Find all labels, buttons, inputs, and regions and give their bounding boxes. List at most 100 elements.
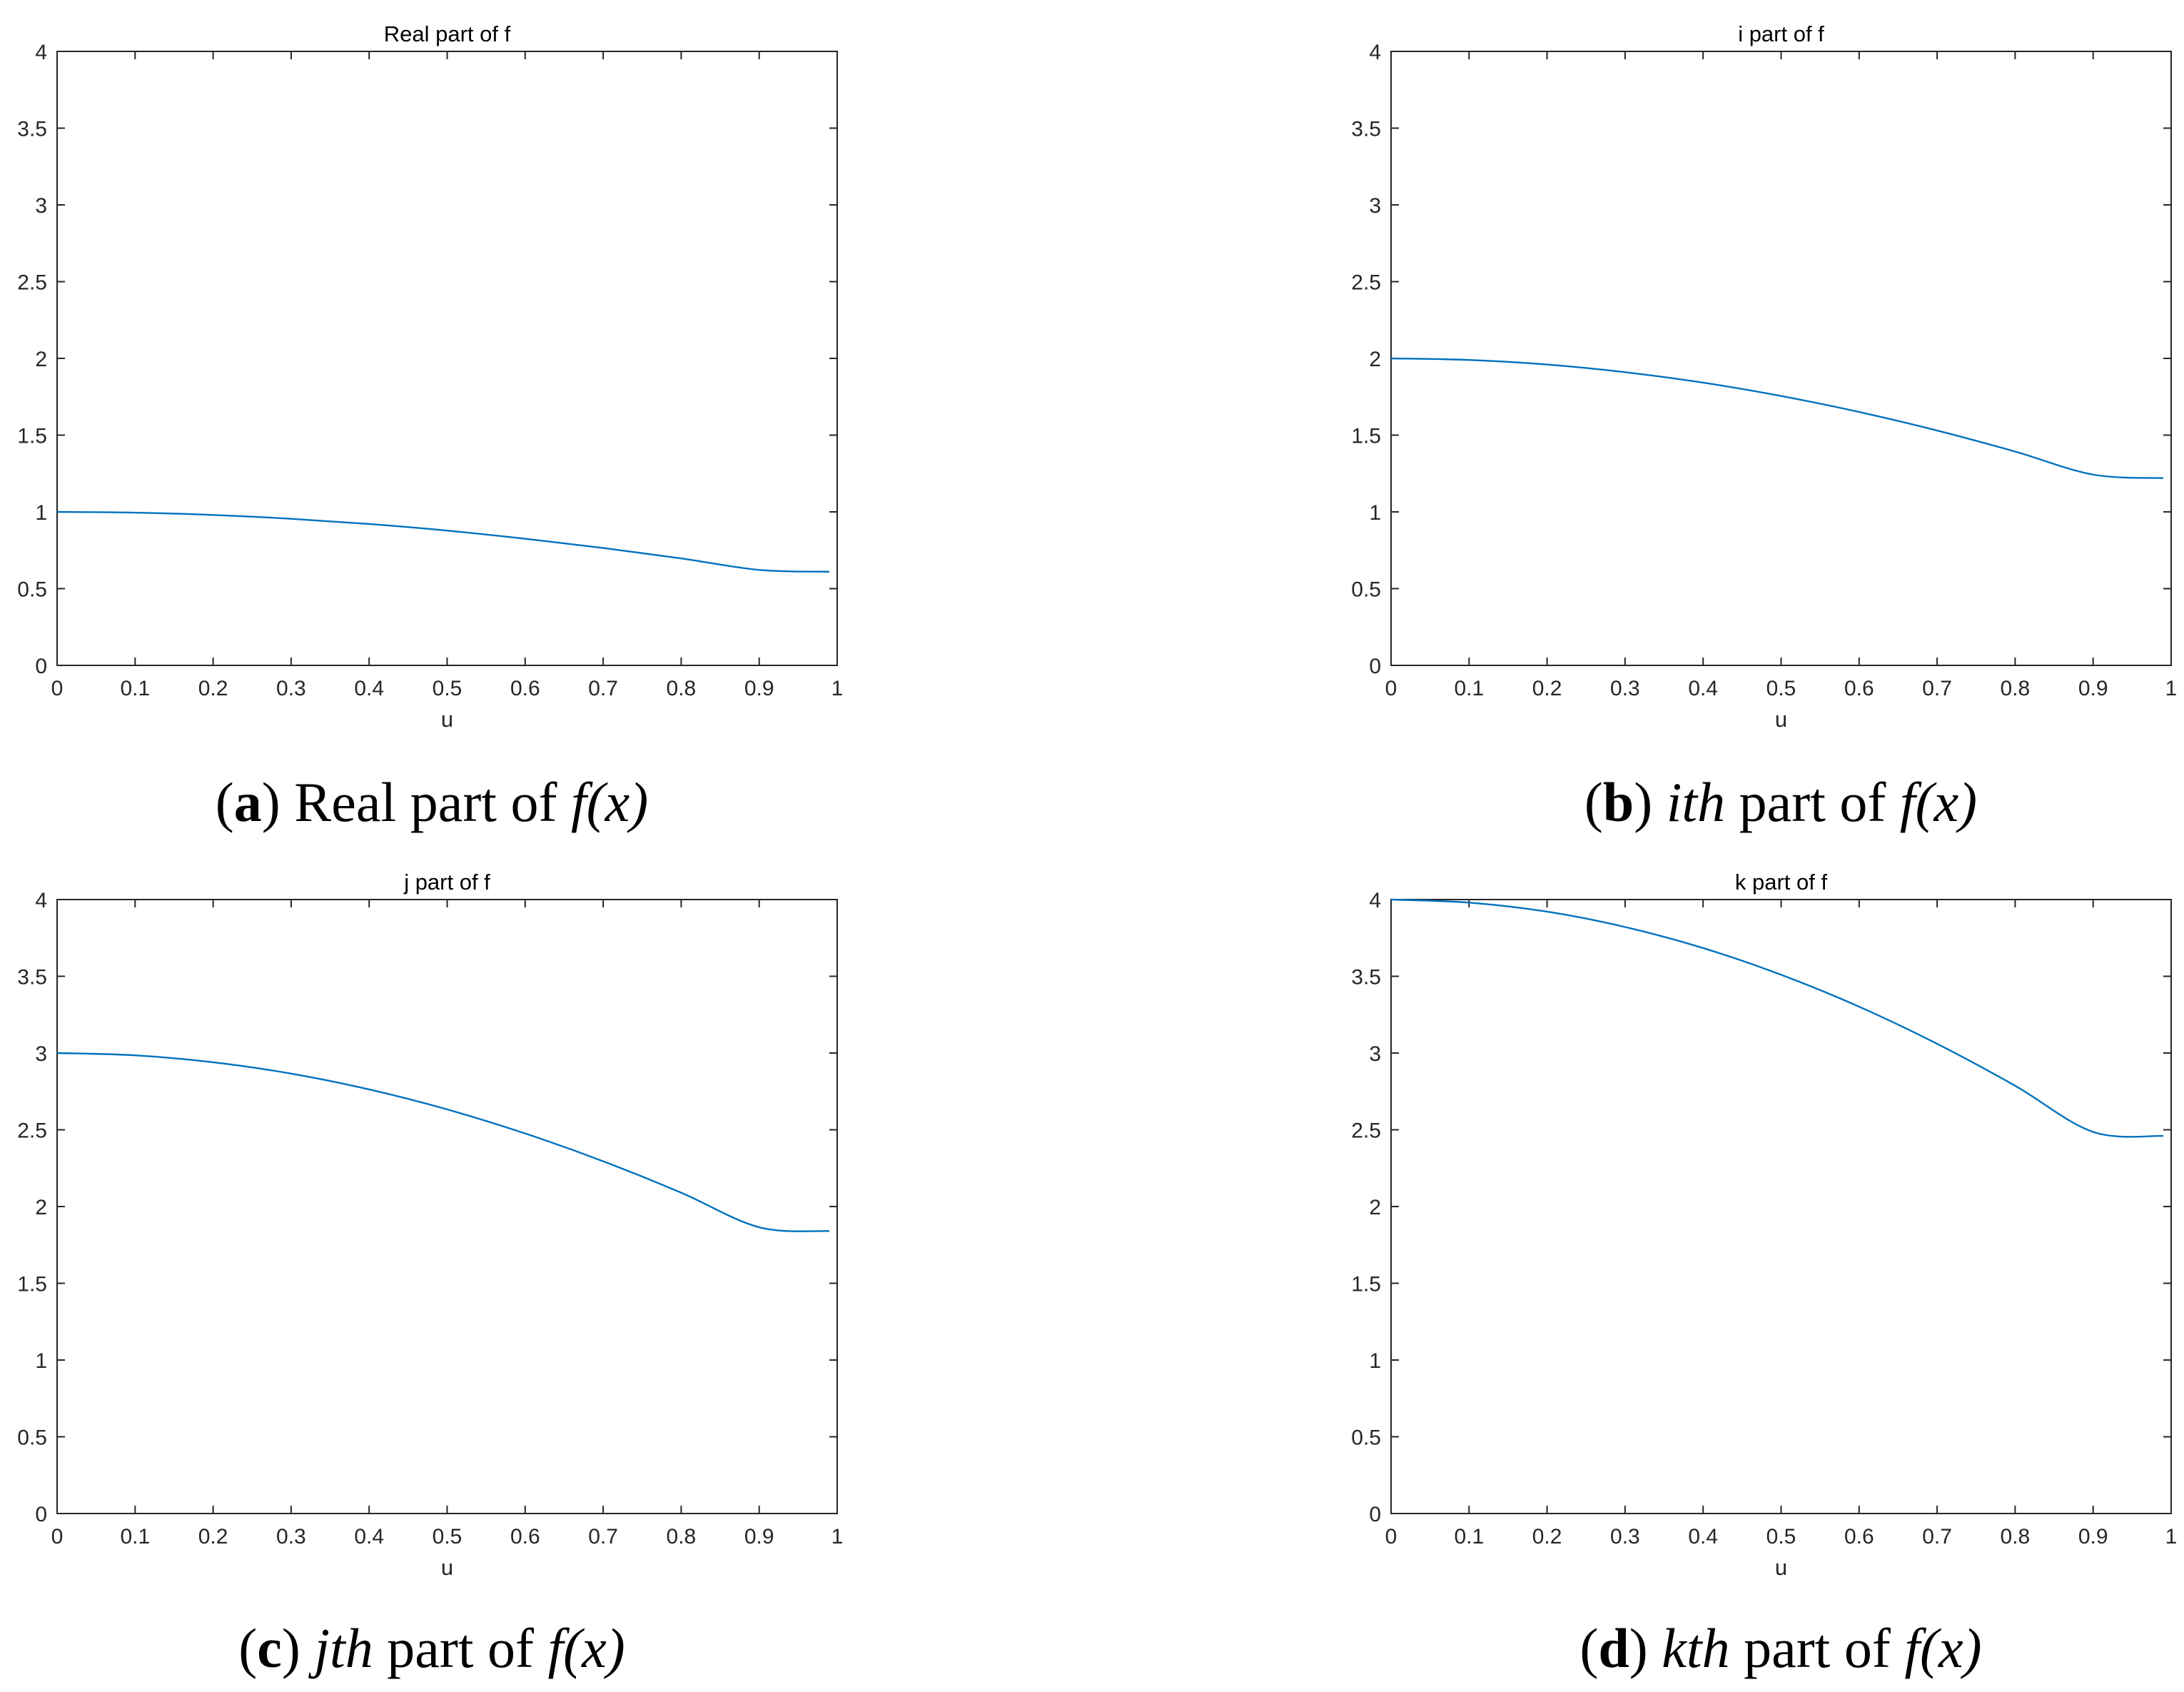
chart-title: k part of f bbox=[1735, 870, 1828, 895]
caption-paren-open: ( bbox=[216, 771, 234, 833]
caption-text: Real part of bbox=[294, 771, 571, 833]
x-tick-label: 1 bbox=[831, 677, 844, 700]
caption-paren-open: ( bbox=[238, 1617, 257, 1679]
x-tick-label: 0.1 bbox=[120, 677, 150, 700]
x-tick-label: 0 bbox=[1385, 677, 1397, 700]
x-tick-label: 0.4 bbox=[354, 1525, 384, 1549]
x-tick-label: 0.1 bbox=[1454, 1525, 1484, 1549]
x-tick-label: 0 bbox=[1385, 1525, 1397, 1549]
y-tick-label: 4 bbox=[35, 41, 47, 64]
y-tick-label: 2 bbox=[35, 348, 47, 371]
x-tick-label: 0.7 bbox=[588, 677, 618, 700]
y-tick-label: 3.5 bbox=[1351, 966, 1381, 989]
y-tick-label: 0 bbox=[1369, 1503, 1381, 1526]
x-tick-label: 0.4 bbox=[354, 677, 384, 700]
panel-caption: (c) jth part of f(x) bbox=[238, 1617, 625, 1679]
y-tick-label: 2.5 bbox=[1351, 271, 1381, 295]
x-tick-label: 0.9 bbox=[744, 1525, 774, 1549]
y-tick-label: 2 bbox=[1369, 1196, 1381, 1219]
y-tick-label: 1 bbox=[35, 501, 47, 525]
y-tick-label: 3 bbox=[35, 194, 47, 218]
x-tick-label: 0.1 bbox=[120, 1525, 150, 1549]
x-tick-label: 0.7 bbox=[588, 1525, 618, 1549]
caption-paren-close: ) bbox=[282, 1617, 314, 1679]
caption-letter: d bbox=[1598, 1617, 1629, 1679]
x-tick-label: 0.8 bbox=[667, 1525, 697, 1549]
series-line bbox=[1390, 357, 2164, 479]
x-tick-label: 0.7 bbox=[1922, 1525, 1952, 1549]
y-tick-label: 0.5 bbox=[1351, 578, 1381, 602]
y-tick-label: 3.5 bbox=[17, 118, 47, 141]
x-tick-label: 0 bbox=[51, 677, 64, 700]
y-tick-label: 0.5 bbox=[17, 1426, 47, 1450]
x-axis-label: u bbox=[1775, 1555, 1787, 1580]
y-tick-label: 0.5 bbox=[17, 578, 47, 602]
y-tick-label: 1.5 bbox=[17, 425, 47, 448]
caption-paren-close: ) bbox=[1629, 1617, 1662, 1679]
caption-text: part of bbox=[373, 1617, 548, 1679]
x-tick-label: 0.3 bbox=[276, 1525, 306, 1549]
x-tick-label: 0.6 bbox=[1844, 677, 1874, 700]
caption-italic-term: kth bbox=[1662, 1617, 1729, 1679]
caption-argument: (x) bbox=[1916, 771, 1978, 833]
caption-argument: (x) bbox=[587, 771, 649, 833]
caption-paren-close: ) bbox=[262, 771, 294, 833]
caption-italic-term: ith bbox=[1667, 771, 1725, 833]
x-tick-label: 0.9 bbox=[744, 677, 774, 700]
y-tick-label: 2 bbox=[35, 1196, 47, 1219]
y-tick-label: 3 bbox=[1369, 1042, 1381, 1066]
caption-paren-close: ) bbox=[1634, 771, 1666, 833]
y-tick-label: 1.5 bbox=[1351, 1273, 1381, 1296]
y-tick-label: 2.5 bbox=[17, 271, 47, 295]
axes-frame bbox=[1390, 51, 2172, 666]
series-line bbox=[1390, 898, 2164, 1138]
axes-frame bbox=[56, 51, 838, 666]
chart-panel-c: j part of f 0 0.1 0.2 0.3 0.4 0.5 0.6 0.7 0.8 0.9 1… bbox=[17, 870, 843, 1679]
chart-panel-a: Real part of f 0 0.1 0.2 0.3 0.4 0.5 0.6 0.7 0.8 0… bbox=[17, 21, 843, 833]
x-tick-label: 0 bbox=[51, 1525, 64, 1549]
x-axis-label: u bbox=[441, 1555, 453, 1580]
y-tick-label: 3 bbox=[35, 1042, 47, 1066]
x-tick-label: 1 bbox=[831, 1525, 844, 1549]
x-tick-label: 0.2 bbox=[198, 677, 228, 700]
x-axis-label: u bbox=[1775, 707, 1787, 732]
x-tick-label: 0.6 bbox=[510, 677, 540, 700]
caption-argument: (x) bbox=[563, 1617, 625, 1679]
x-tick-label: 1 bbox=[2165, 677, 2178, 700]
x-tick-label: 0.7 bbox=[1922, 677, 1952, 700]
x-tick-label: 0.3 bbox=[1610, 1525, 1640, 1549]
x-tick-label: 0.2 bbox=[198, 1525, 228, 1549]
y-tick-label: 0.5 bbox=[1351, 1426, 1381, 1450]
y-tick-label: 2.5 bbox=[1351, 1119, 1381, 1143]
caption-text: part of bbox=[1730, 1617, 1905, 1679]
x-axis-label: u bbox=[441, 707, 453, 732]
y-tick-label: 2 bbox=[1369, 348, 1381, 371]
x-tick-label: 0.5 bbox=[433, 677, 462, 700]
x-tick-label: 0.3 bbox=[276, 677, 306, 700]
x-tick-label: 0.1 bbox=[1454, 677, 1484, 700]
x-tick-label: 0.3 bbox=[1610, 677, 1640, 700]
y-tick-label: 1.5 bbox=[1351, 425, 1381, 448]
series-line bbox=[56, 1052, 830, 1232]
x-tick-label: 0.8 bbox=[2001, 677, 2031, 700]
y-tick-label: 3 bbox=[1369, 194, 1381, 218]
x-tick-label: 1 bbox=[2165, 1525, 2178, 1549]
x-tick-label: 0.9 bbox=[2078, 1525, 2108, 1549]
x-tick-label: 0.4 bbox=[1688, 677, 1718, 700]
chart-panel-b: i part of f 0 0.1 0.2 0.3 0.4 0.5 0.6 0.7 0.8 0.9 1… bbox=[1351, 21, 2177, 833]
chart-panel-d: k part of f 0 0.1 0.2 0.3 0.4 0.5 0.6 0.7 0.8 0.9 1… bbox=[1351, 870, 2177, 1679]
x-tick-label: 0.8 bbox=[667, 677, 697, 700]
x-tick-label: 0.8 bbox=[2001, 1525, 2031, 1549]
y-tick-label: 1 bbox=[1369, 501, 1381, 525]
chart-title: i part of f bbox=[1738, 21, 1824, 46]
caption-letter: b bbox=[1603, 771, 1634, 833]
caption-argument: (x) bbox=[1920, 1617, 1982, 1679]
x-tick-label: 0.4 bbox=[1688, 1525, 1718, 1549]
panel-caption: (d) kth part of f(x) bbox=[1579, 1617, 1981, 1679]
chart-title: Real part of f bbox=[384, 21, 511, 46]
y-tick-label: 3.5 bbox=[1351, 118, 1381, 141]
y-tick-label: 3.5 bbox=[17, 966, 47, 989]
y-tick-label: 4 bbox=[35, 889, 47, 912]
caption-text: part of bbox=[1725, 771, 1900, 833]
